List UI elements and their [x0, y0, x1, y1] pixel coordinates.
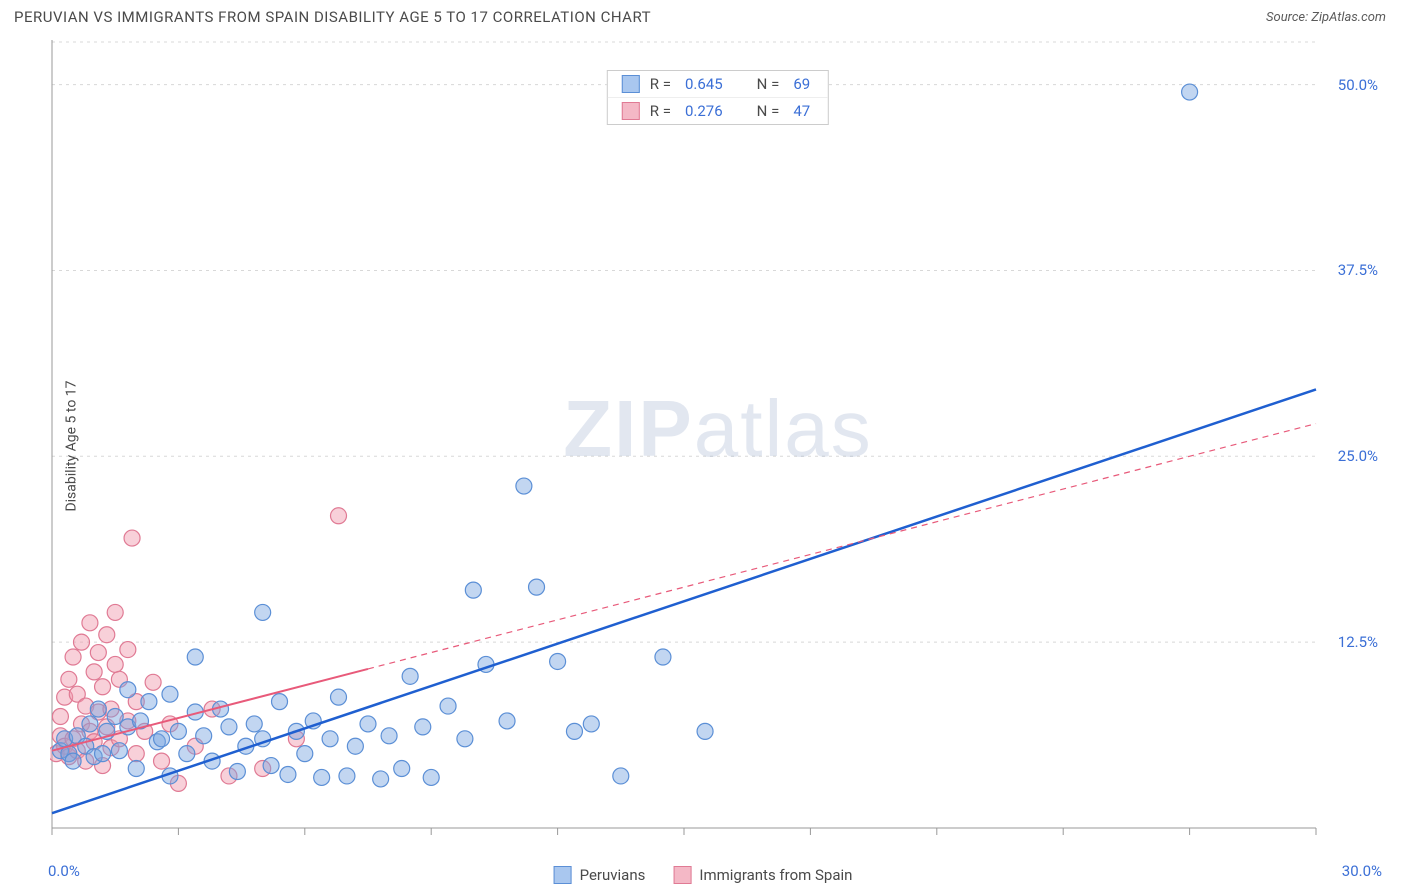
x-tick-0: 0.0%	[48, 862, 80, 880]
legend-item-peruvians: Peruvians	[554, 866, 646, 884]
legend-label-peruvians: Peruvians	[580, 866, 646, 884]
n-value-peruvians: 69	[793, 75, 810, 93]
n-value-spain: 47	[793, 102, 810, 120]
scatter-plot	[50, 38, 1386, 852]
legend-swatch-peruvians	[554, 866, 572, 884]
r-value-spain: 0.276	[685, 102, 723, 120]
legend-swatch-spain	[673, 866, 691, 884]
bottom-legend: Peruvians Immigrants from Spain	[554, 866, 853, 884]
y-tick-label: 12.5%	[1338, 633, 1378, 651]
r-value-peruvians: 0.645	[685, 75, 723, 93]
legend-item-spain: Immigrants from Spain	[673, 866, 852, 884]
y-tick-label: 37.5%	[1338, 261, 1378, 279]
legend-label-spain: Immigrants from Spain	[699, 866, 852, 884]
x-tick-30: 30.0%	[1342, 862, 1382, 880]
y-tick-label: 25.0%	[1338, 447, 1378, 465]
y-tick-label: 50.0%	[1338, 76, 1378, 94]
stats-row-peruvians: R = 0.645 N = 69	[608, 71, 828, 97]
stats-row-spain: R = 0.276 N = 47	[608, 97, 828, 124]
source-label: Source: ZipAtlas.com	[1266, 10, 1386, 25]
stats-legend: R = 0.645 N = 69 R = 0.276 N = 47	[607, 70, 829, 125]
chart-area: ZIPatlas R = 0.645 N = 69 R = 0.276 N = …	[50, 38, 1386, 852]
swatch-spain	[622, 102, 640, 120]
chart-title: PERUVIAN VS IMMIGRANTS FROM SPAIN DISABI…	[14, 8, 651, 26]
swatch-peruvians	[622, 75, 640, 93]
